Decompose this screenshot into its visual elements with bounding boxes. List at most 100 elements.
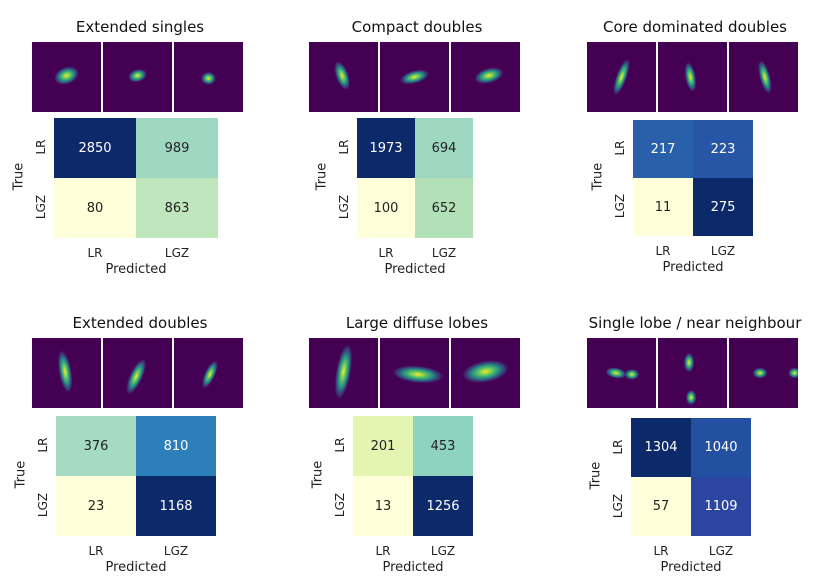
radio-source-thumbnail xyxy=(309,338,378,408)
thumbnail-image xyxy=(391,365,445,384)
thumbnail-image xyxy=(127,68,148,83)
source-blob xyxy=(787,367,798,379)
col-tick-label: LR xyxy=(653,544,669,558)
y-axis-label: True xyxy=(588,461,604,490)
thumbnail-strip xyxy=(587,338,800,408)
y-axis-label: True xyxy=(13,460,29,489)
y-axis-label: True xyxy=(310,460,326,489)
matrix-cell: 652 xyxy=(415,178,473,238)
row-tick-label: LGZ xyxy=(36,492,50,518)
radio-source-thumbnail xyxy=(729,42,798,112)
panel-title: Extended doubles xyxy=(72,314,208,332)
thumbnail-image xyxy=(53,66,80,86)
col-tick-label: LGZ xyxy=(164,246,190,260)
radio-source-thumbnail xyxy=(587,338,656,408)
thumbnail-image xyxy=(684,61,697,93)
source-blob xyxy=(473,67,505,85)
confusion-matrix: 201 453 13 1256 xyxy=(353,416,473,536)
radio-source-thumbnail xyxy=(103,42,172,112)
matrix-cell: 694 xyxy=(415,118,473,178)
source-blob xyxy=(685,389,697,406)
matrix-cell: 863 xyxy=(136,178,218,238)
radio-source-thumbnail xyxy=(32,42,101,112)
matrix-cell: 1304 xyxy=(631,418,691,477)
source-blob xyxy=(605,367,627,379)
matrix-cell: 11 xyxy=(633,178,693,236)
thumbnail-strip xyxy=(32,42,245,112)
row-tick-label: LGZ xyxy=(337,194,351,220)
source-blob xyxy=(127,68,148,83)
matrix-cell: 1256 xyxy=(413,476,473,536)
col-tick-label: LR xyxy=(375,544,391,558)
col-tick-label: LR xyxy=(88,544,104,558)
source-blob xyxy=(684,61,697,93)
radio-source-thumbnail xyxy=(451,42,520,112)
radio-source-thumbnail xyxy=(587,42,656,112)
radio-source-thumbnail xyxy=(658,42,727,112)
row-tick-label: LR xyxy=(36,437,50,453)
matrix-cell: 810 xyxy=(136,416,216,476)
matrix-cell: 201 xyxy=(353,416,413,476)
row-tick-label: LR xyxy=(613,140,627,156)
thumbnail-image xyxy=(605,367,640,380)
source-blob xyxy=(333,60,351,91)
panel-title: Single lobe / near neighbour xyxy=(588,314,802,332)
source-blob xyxy=(334,342,353,401)
matrix-cell: 57 xyxy=(631,477,691,536)
panel-title: Core dominated doubles xyxy=(603,18,787,36)
y-axis-label: True xyxy=(590,162,606,191)
confusion-matrix: 1973 694 100 652 xyxy=(357,118,473,238)
radio-source-thumbnail xyxy=(451,338,520,408)
thumbnail-image xyxy=(473,67,505,85)
thumbnail-image xyxy=(752,367,798,379)
x-axis-label: Predicted xyxy=(382,560,444,575)
source-blob xyxy=(752,367,768,379)
thumbnail-image xyxy=(57,349,73,394)
source-blob xyxy=(200,71,217,86)
radio-source-thumbnail xyxy=(32,338,101,408)
confusion-matrix: 2850 989 80 863 xyxy=(54,118,218,238)
thumbnail-strip xyxy=(309,338,522,408)
row-tick-label: LR xyxy=(34,139,48,155)
x-axis-label: Predicted xyxy=(105,560,167,575)
x-axis-label: Predicted xyxy=(384,262,446,277)
source-blob xyxy=(612,57,631,97)
source-blob xyxy=(624,368,640,380)
thumbnail-image xyxy=(201,359,219,389)
radio-source-thumbnail xyxy=(309,42,378,112)
confusion-matrix: 217 223 11 275 xyxy=(633,120,753,236)
source-blob xyxy=(399,69,430,85)
col-tick-label: LR xyxy=(378,246,394,260)
matrix-cell: 1109 xyxy=(691,477,751,536)
x-axis-label: Predicted xyxy=(662,260,724,275)
confusion-matrix: 376 810 23 1168 xyxy=(56,416,216,536)
source-blob xyxy=(461,359,510,384)
row-tick-label: LR xyxy=(611,438,625,455)
thumbnail-strip xyxy=(587,42,800,112)
y-axis-label: True xyxy=(11,162,27,191)
thumbnail-image xyxy=(612,57,631,97)
matrix-cell: 453 xyxy=(413,416,473,476)
panel-title: Large diffuse lobes xyxy=(345,314,489,332)
matrix-cell: 1040 xyxy=(691,418,751,477)
confusion-matrix: 1304 1040 57 1109 xyxy=(631,418,751,536)
thumbnail-image xyxy=(125,358,147,395)
col-tick-label: LR xyxy=(655,244,671,258)
col-tick-label: LGZ xyxy=(710,244,736,258)
matrix-cell: 80 xyxy=(54,178,136,238)
thumbnail-strip xyxy=(32,338,245,408)
source-blob xyxy=(757,59,772,95)
matrix-cell: 1973 xyxy=(357,118,415,178)
radio-source-thumbnail xyxy=(103,338,172,408)
radio-source-thumbnail xyxy=(380,338,449,408)
matrix-cell: 13 xyxy=(353,476,413,536)
thumbnail-image xyxy=(757,59,772,95)
thumbnail-strip xyxy=(309,42,522,112)
panel-title: Compact doubles xyxy=(351,18,483,36)
row-tick-label: LGZ xyxy=(34,194,48,220)
panel-title: Extended singles xyxy=(75,18,205,36)
col-tick-label: LR xyxy=(87,246,103,260)
matrix-cell: 1168 xyxy=(136,476,216,536)
x-axis-label: Predicted xyxy=(105,262,167,277)
matrix-cell: 217 xyxy=(633,120,693,178)
